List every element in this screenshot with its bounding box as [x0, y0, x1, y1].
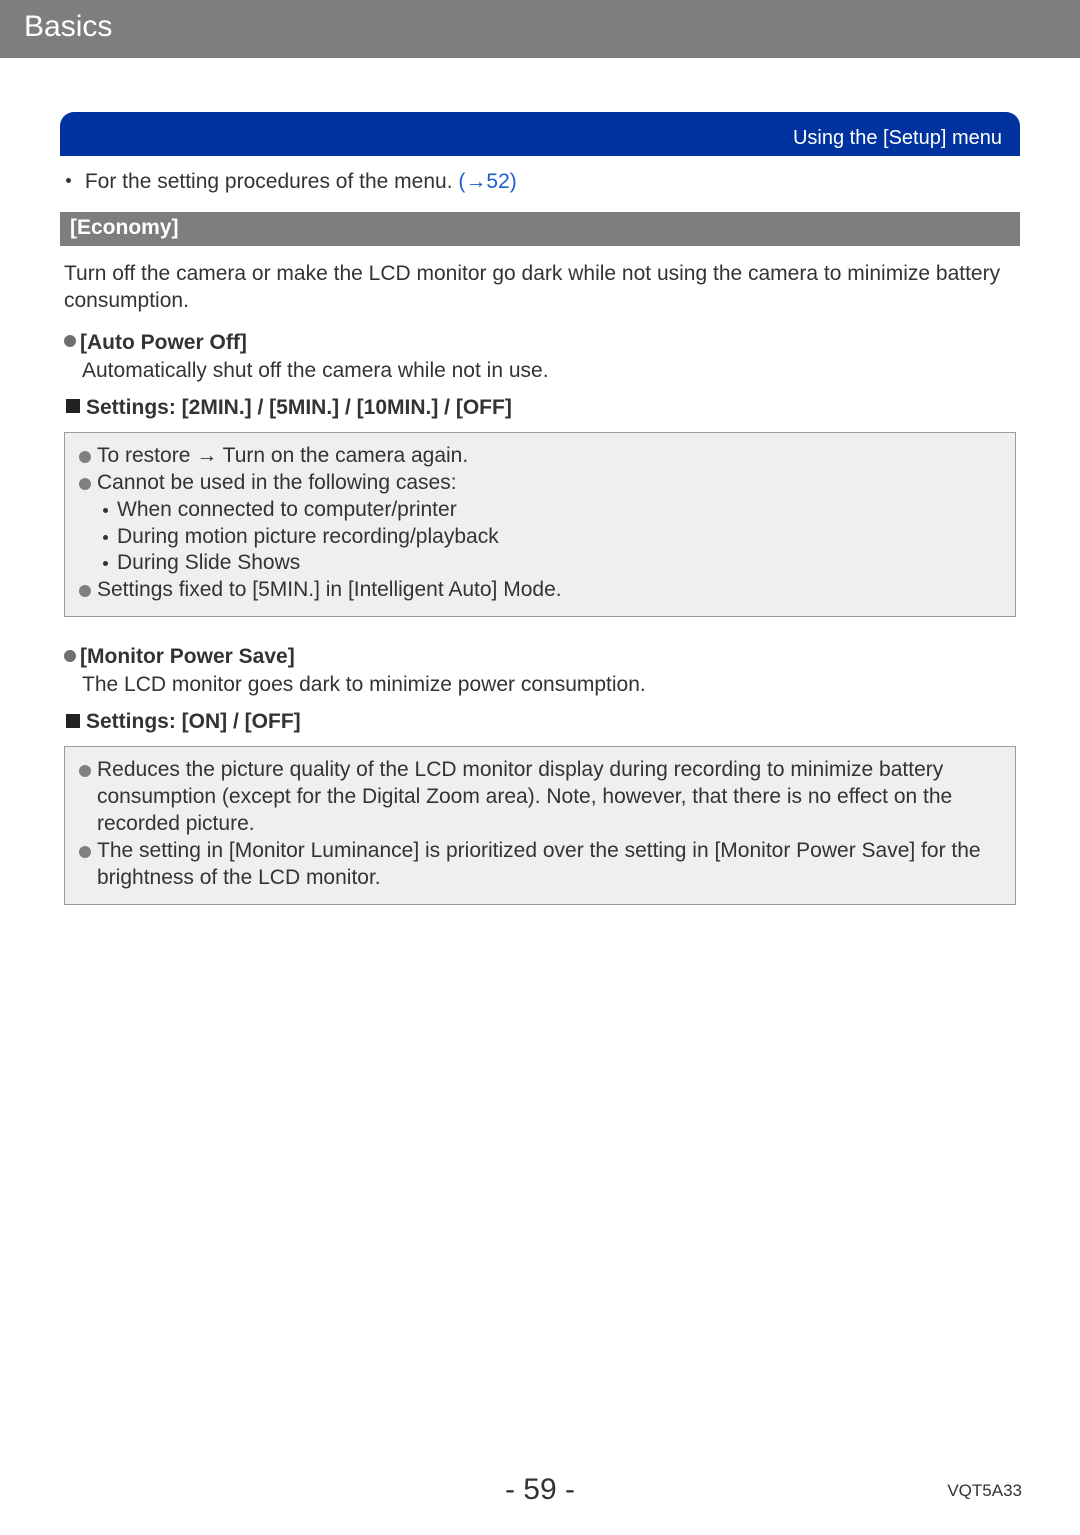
round-bullet-icon [79, 451, 91, 463]
breadcrumb-text: Using the [Setup] menu [793, 127, 1002, 150]
note-text: Reduces the picture quality of the LCD m… [97, 758, 952, 835]
feature-title-text: [Monitor Power Save] [80, 645, 295, 668]
section-title: [Economy] [70, 216, 179, 239]
square-bullet-icon [66, 399, 80, 413]
note-item: Settings fixed to [5MIN.] in [Intelligen… [79, 577, 1001, 604]
note-text: Settings fixed to [5MIN.] in [Intelligen… [97, 578, 562, 601]
doc-code: VQT5A33 [947, 1481, 1022, 1501]
round-bullet-icon [79, 585, 91, 597]
note-text: Cannot be used in the following cases: [97, 471, 457, 494]
round-bullet-icon [64, 650, 76, 662]
page-ref-link[interactable]: (→52) [458, 170, 516, 193]
feature-auto-power-off: [Auto Power Off] Automatically shut off … [60, 325, 1020, 618]
page-number: - 59 - [0, 1473, 1080, 1507]
note-item: Reduces the picture quality of the LCD m… [79, 757, 1001, 838]
feature-title-text: [Auto Power Off] [80, 331, 247, 354]
section-intro-para: Turn off the camera or make the LCD moni… [60, 246, 1020, 325]
note-box: Reduces the picture quality of the LCD m… [64, 746, 1016, 904]
intro-text: For the setting procedures of the menu. [85, 170, 459, 193]
section-title-bar: [Economy] [60, 212, 1020, 246]
note-item: The setting in [Monitor Luminance] is pr… [79, 838, 1001, 892]
feature-desc: Automatically shut off the camera while … [64, 355, 1016, 384]
breadcrumb-band: Using the [Setup] menu [60, 112, 1020, 156]
sub-note: When connected to computer/printer [97, 497, 1001, 524]
note-box: To restore → Turn on the camera again. C… [64, 432, 1016, 617]
square-bullet-icon [66, 714, 80, 728]
round-bullet-icon [79, 478, 91, 490]
note-item: Cannot be used in the following cases: W… [79, 470, 1001, 578]
content: Using the [Setup] menu For the setting p… [0, 112, 1080, 905]
settings-line: Settings: [2MIN.] / [5MIN.] / [10MIN.] /… [64, 384, 1016, 428]
feature-desc: The LCD monitor goes dark to minimize po… [64, 669, 1016, 698]
feature-title: [Monitor Power Save] [64, 645, 1016, 669]
feature-monitor-power-save: [Monitor Power Save] The LCD monitor goe… [60, 639, 1020, 905]
round-bullet-icon [64, 335, 76, 347]
feature-title: [Auto Power Off] [64, 331, 1016, 355]
round-bullet-icon [79, 846, 91, 858]
intro-line: For the setting procedures of the menu. … [60, 156, 1020, 206]
settings-text: Settings: [2MIN.] / [5MIN.] / [10MIN.] /… [86, 396, 512, 419]
settings-line: Settings: [ON] / [OFF] [64, 698, 1016, 742]
round-bullet-icon [79, 765, 91, 777]
sub-note: During Slide Shows [97, 550, 1001, 577]
sub-note: During motion picture recording/playback [97, 524, 1001, 551]
note-text: The setting in [Monitor Luminance] is pr… [97, 839, 981, 889]
bullet-icon [66, 178, 71, 183]
page-header: Basics [0, 0, 1080, 58]
note-text: To restore → Turn on the camera again. [97, 444, 468, 467]
note-item: To restore → Turn on the camera again. [79, 443, 1001, 470]
settings-text: Settings: [ON] / [OFF] [86, 710, 301, 733]
page-header-title: Basics [24, 10, 112, 43]
